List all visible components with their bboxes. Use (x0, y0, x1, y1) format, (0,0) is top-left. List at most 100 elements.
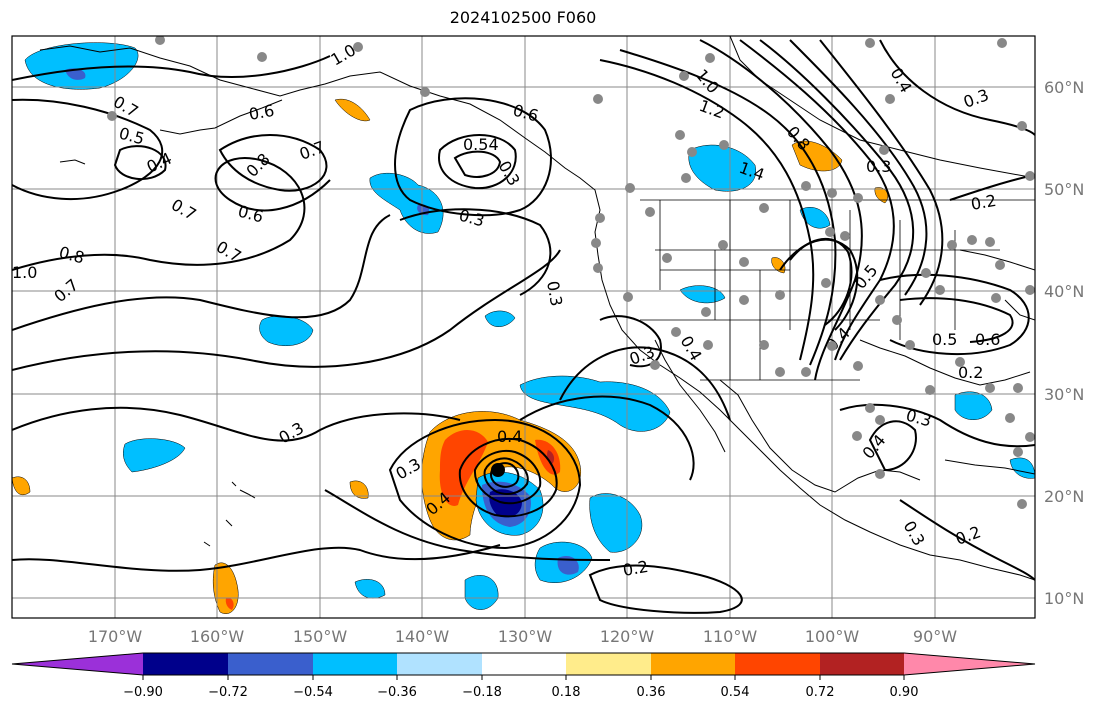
station-dot (1017, 499, 1027, 509)
contour (12, 55, 331, 81)
colorbar-segment (313, 653, 397, 675)
colorbar-segment (143, 653, 228, 675)
station-dot (995, 260, 1005, 270)
negative-patch (123, 438, 186, 473)
contour-label: 0.54 (463, 135, 499, 154)
colorbar-tick-label: −0.72 (208, 685, 248, 700)
lat-label: 10°N (1044, 589, 1084, 608)
contour (868, 420, 917, 472)
lon-label: 130°W (498, 627, 553, 646)
station-markers (107, 36, 1035, 509)
contour (789, 39, 928, 296)
station-dot (775, 367, 785, 377)
station-dot (739, 295, 749, 305)
station-dot (593, 263, 603, 273)
station-dot (595, 213, 605, 223)
contour (394, 97, 552, 217)
station-dot (650, 360, 660, 370)
colorbar-tick-label: 0.90 (890, 685, 919, 700)
station-dot (593, 94, 603, 104)
station-dot (759, 203, 769, 213)
colorbar-segment (566, 653, 651, 675)
station-dot (853, 361, 863, 371)
negative-patch (519, 375, 671, 432)
colorbar-segment (651, 653, 735, 675)
contour (12, 406, 461, 442)
contour (879, 273, 1030, 356)
station-dot (662, 253, 672, 263)
map-title: 2024102500 F060 (449, 8, 597, 27)
contour (739, 39, 895, 361)
colorbar-tick-label: 0.72 (806, 685, 835, 700)
contour (819, 39, 944, 306)
coastline (159, 99, 283, 135)
contour (12, 249, 561, 371)
contour (588, 564, 743, 614)
station-dot (821, 278, 831, 288)
colorbar-segment (397, 653, 482, 675)
lon-label: 120°W (600, 627, 655, 646)
station-dot (853, 193, 863, 203)
station-dot (875, 469, 885, 479)
coastline (59, 159, 86, 165)
longitude-labels: 170°W 160°W 150°W 140°W 130°W 120°W 110°… (88, 627, 957, 646)
coastline (859, 339, 1031, 386)
station-dot (739, 257, 749, 267)
lon-label: 110°W (703, 627, 758, 646)
lat-label: 50°N (1044, 180, 1084, 199)
station-dot (827, 341, 837, 351)
colorbar: −0.90 −0.72 −0.54 −0.36 −0.18 0.18 0.36 … (11, 652, 1036, 700)
station-dot (955, 357, 965, 367)
map-area: 0.7 1.0 0.8 0.7 0.5 0.4 0.7 0.6 0.7 0.8 … (12, 36, 1035, 618)
colorbar-tick-label: −0.90 (123, 685, 163, 700)
graticule (12, 36, 1035, 618)
contour-label: 0.4 (497, 427, 522, 446)
coastline (1004, 299, 1035, 321)
station-dot (703, 340, 713, 350)
contour (399, 208, 552, 296)
contour (113, 145, 167, 181)
contour (218, 134, 328, 192)
negative-patch (1009, 457, 1035, 479)
colorbar-segment (482, 653, 566, 675)
colorbar-ticks (142, 675, 905, 680)
positive-patch (334, 98, 371, 122)
colorbar-segment-max-extend (904, 653, 1035, 675)
lon-label: 90°W (913, 627, 957, 646)
colorbar-segment (820, 653, 904, 675)
station-dot (353, 42, 363, 52)
station-dot (925, 385, 935, 395)
colorbar-tick-label: 0.54 (721, 685, 750, 700)
station-dot (681, 173, 691, 183)
map-frame (11, 35, 1036, 619)
station-dot (1025, 171, 1035, 181)
negative-patch (954, 391, 993, 420)
station-dot (1013, 447, 1023, 457)
station-dot (1013, 383, 1023, 393)
coastline (729, 36, 1035, 179)
island (203, 481, 256, 547)
lon-label: 100°W (805, 627, 860, 646)
station-dot (905, 340, 915, 350)
contour-label: 0.2 (969, 191, 997, 214)
station-dot (759, 340, 769, 350)
station-dot (1005, 413, 1015, 423)
contour (519, 395, 695, 481)
lat-label: 20°N (1044, 487, 1084, 506)
station-dot (985, 383, 995, 393)
contour-label: 0.5 (932, 330, 957, 349)
negative-patch (484, 310, 516, 327)
lat-label: 40°N (1044, 282, 1084, 301)
colorbar-tick-label: −0.36 (377, 685, 417, 700)
station-dot (892, 315, 902, 325)
station-dot (645, 207, 655, 217)
station-dot (1017, 121, 1027, 131)
station-dot (985, 237, 995, 247)
station-dot (865, 38, 875, 48)
contour (12, 157, 331, 271)
station-dot (675, 130, 685, 140)
contour-label: 0.6 (247, 101, 275, 124)
station-dot (865, 403, 875, 413)
contour-label: 0.3 (866, 157, 891, 176)
contour (899, 499, 1035, 581)
